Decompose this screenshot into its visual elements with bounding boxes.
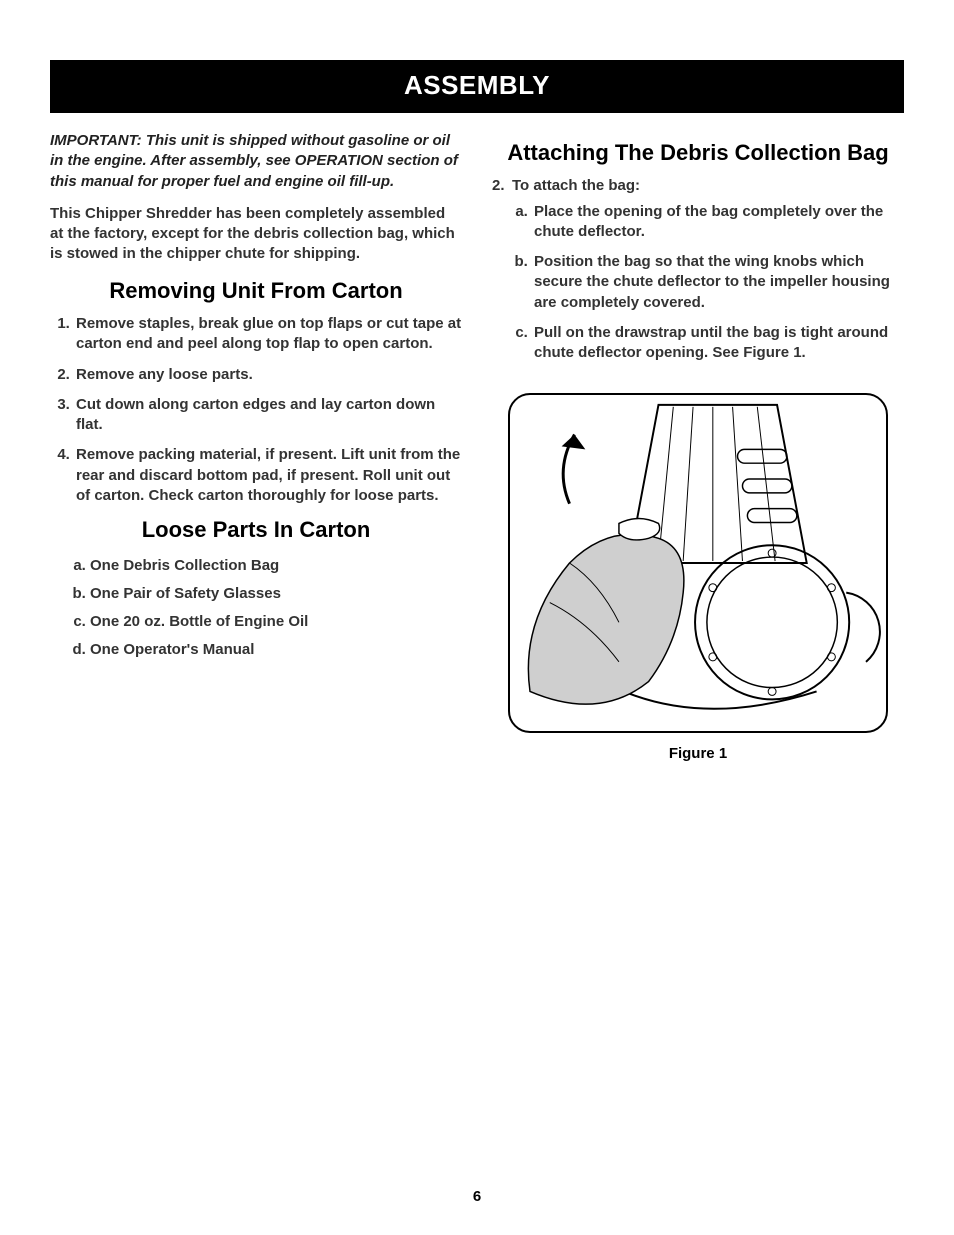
list-item: Remove staples, break glue on top flaps … — [74, 314, 462, 355]
important-prefix: IMPORTANT: This unit is shipped — [50, 132, 291, 149]
figure-1-caption: Figure 1 — [492, 745, 904, 762]
attach-lead-row: 2. To attach the bag: — [492, 177, 904, 194]
section-banner: ASSEMBLY — [50, 60, 904, 113]
page-number: 6 — [0, 1188, 954, 1205]
important-strong: without gasoline or oil — [291, 132, 450, 149]
important-note: IMPORTANT: This unit is shipped without … — [50, 131, 462, 192]
two-column-layout: IMPORTANT: This unit is shipped without … — [50, 131, 904, 762]
removing-steps-list: Remove staples, break glue on top flaps … — [50, 314, 462, 506]
figure-1-wrap: Figure 1 — [492, 393, 904, 762]
list-item: One Pair of Safety Glasses — [90, 582, 462, 606]
list-item: Remove any loose parts. — [74, 365, 462, 385]
attach-lead-text: To attach the bag: — [512, 177, 640, 194]
figure-1-svg — [510, 395, 886, 731]
list-item: Place the opening of the bag completely … — [532, 202, 904, 243]
list-item: Cut down along carton edges and lay cart… — [74, 395, 462, 436]
list-item: One Operator's Manual — [90, 638, 462, 662]
list-item: One Debris Collection Bag — [90, 554, 462, 578]
list-item: Pull on the drawstrap until the bag is t… — [532, 323, 904, 364]
list-item: Remove packing material, if present. Lif… — [74, 445, 462, 506]
left-column: IMPORTANT: This unit is shipped without … — [50, 131, 462, 762]
heading-attaching: Attaching The Debris Collection Bag — [492, 139, 904, 167]
attach-steps-list: Place the opening of the bag completely … — [492, 202, 904, 364]
important-suffix: in the engine. After assembly, see OPERA… — [50, 152, 458, 189]
right-column: Attaching The Debris Collection Bag 2. T… — [492, 131, 904, 762]
heading-removing: Removing Unit From Carton — [50, 277, 462, 305]
heading-loose-parts: Loose Parts In Carton — [50, 516, 462, 544]
attach-lead-number: 2. — [492, 177, 512, 194]
figure-1-illustration — [508, 393, 888, 733]
loose-parts-list: One Debris Collection Bag One Pair of Sa… — [50, 554, 462, 662]
list-item: One 20 oz. Bottle of Engine Oil — [90, 610, 462, 634]
list-item: Position the bag so that the wing knobs … — [532, 252, 904, 313]
intro-paragraph: This Chipper Shredder has been completel… — [50, 204, 462, 265]
